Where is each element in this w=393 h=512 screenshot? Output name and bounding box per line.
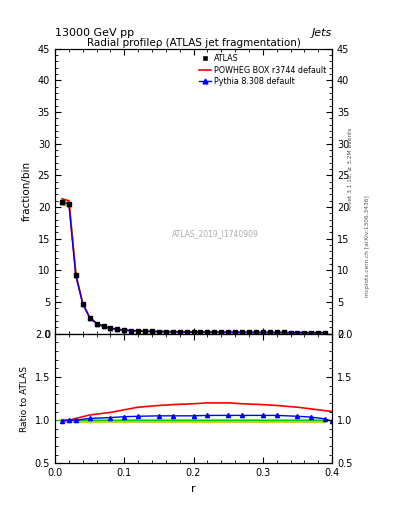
Text: Jets: Jets — [312, 28, 332, 38]
Text: 13000 GeV pp: 13000 GeV pp — [55, 28, 134, 38]
Y-axis label: fraction/bin: fraction/bin — [22, 161, 32, 221]
X-axis label: r: r — [191, 484, 196, 494]
Text: ATLAS_2019_I1740909: ATLAS_2019_I1740909 — [172, 229, 259, 239]
Title: Radial profileρ (ATLAS jet fragmentation): Radial profileρ (ATLAS jet fragmentation… — [86, 38, 301, 48]
Text: mcplots.cern.ch [arXiv:1306.3436]: mcplots.cern.ch [arXiv:1306.3436] — [365, 195, 371, 296]
Y-axis label: Ratio to ATLAS: Ratio to ATLAS — [20, 366, 29, 432]
Legend: ATLAS, POWHEG BOX r3744 default, Pythia 8.308 default: ATLAS, POWHEG BOX r3744 default, Pythia … — [197, 53, 328, 88]
Text: Rivet 3.1.10, ≥ 3.2M events: Rivet 3.1.10, ≥ 3.2M events — [348, 127, 353, 210]
